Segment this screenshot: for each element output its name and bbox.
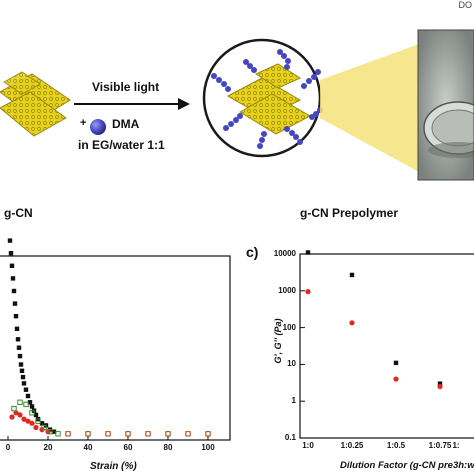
chart-c-xtick-label: 1:0.75 bbox=[428, 441, 452, 450]
chart-c-xlabel: Dilution Factor (g-CN pre3h:w bbox=[340, 460, 474, 471]
right-caption: g-CN Prepolymer bbox=[300, 206, 399, 220]
chart-b-point bbox=[33, 412, 39, 418]
left-caption: g-CN bbox=[4, 206, 33, 220]
chart-b-point bbox=[29, 420, 35, 426]
corner-text: DO bbox=[458, 0, 473, 10]
chart-b-point bbox=[7, 238, 13, 243]
chart-b-xlabel: Strain (%) bbox=[90, 461, 137, 472]
chart-b-point bbox=[145, 430, 151, 437]
reagent-name: DMA bbox=[112, 117, 140, 131]
chart-b-point bbox=[15, 337, 21, 342]
chart-b-point bbox=[47, 429, 53, 435]
chart-b-xtick-label: 100 bbox=[201, 443, 215, 452]
chart-b-point bbox=[85, 430, 91, 437]
reaction-scheme bbox=[0, 29, 474, 181]
chart-b-point bbox=[9, 414, 15, 420]
chart-b-point bbox=[29, 404, 35, 409]
chart-b-point bbox=[105, 430, 111, 437]
chart-b-point bbox=[8, 251, 14, 256]
chart-b-point bbox=[14, 326, 20, 331]
chart-b-point bbox=[39, 421, 45, 426]
chart-c-point bbox=[393, 360, 399, 366]
chart-c-xtick-label: 1: bbox=[452, 441, 460, 450]
chart-c-point bbox=[349, 272, 355, 278]
chart-c-point bbox=[305, 289, 311, 295]
dma-bead-icon bbox=[90, 119, 106, 135]
chart-b-point bbox=[17, 412, 23, 418]
chart-b-point bbox=[17, 399, 23, 406]
prepolymer-circle bbox=[202, 38, 323, 158]
chart-b-point bbox=[16, 345, 22, 350]
chart-b-point bbox=[17, 353, 23, 359]
chart-b-point bbox=[23, 401, 29, 408]
chart-b-point bbox=[29, 410, 35, 416]
reaction-arrow bbox=[74, 98, 190, 110]
chart-b-point bbox=[18, 362, 24, 367]
chart-b-point bbox=[13, 314, 19, 319]
chart-b-xtick-label: 40 bbox=[83, 443, 93, 452]
chart-b-point bbox=[10, 276, 16, 281]
chart-b-point bbox=[21, 416, 27, 422]
chart-c-xtick-label: 1:0.5 bbox=[386, 441, 406, 450]
panel-c-letter: c) bbox=[246, 244, 259, 260]
chart-b-xtick-label: 80 bbox=[163, 443, 173, 452]
chart-c-point bbox=[305, 250, 311, 255]
chart-b-point bbox=[33, 424, 39, 431]
chart-c-xtick-label: 1:0.25 bbox=[340, 441, 364, 450]
chart-c-frame bbox=[299, 253, 474, 439]
chart-c-ytick-label: 1000 bbox=[278, 285, 296, 295]
chart-b-point bbox=[23, 387, 29, 392]
chart-b-point bbox=[35, 418, 41, 424]
chart-b-point bbox=[55, 431, 61, 437]
chart-b-point bbox=[11, 405, 17, 412]
chart-c-ytick-label: 100 bbox=[282, 322, 296, 332]
chart-b-point bbox=[19, 368, 25, 373]
chart-c-point bbox=[437, 383, 443, 390]
chart-c-ytick-label: 1 bbox=[291, 396, 296, 406]
chart-b-point bbox=[125, 430, 131, 437]
vial-photo bbox=[417, 29, 474, 181]
chart-b-point bbox=[41, 424, 47, 431]
chart-c-ytick-label: 0.1 bbox=[284, 433, 296, 442]
chart-b-point bbox=[65, 430, 71, 437]
chart-b-point bbox=[9, 263, 15, 268]
chart-b-point bbox=[11, 288, 17, 294]
chart-c-xtick-label: 1:0 bbox=[302, 441, 314, 450]
gcn-sheets-left bbox=[0, 71, 71, 137]
chart-c-point bbox=[437, 381, 443, 386]
chart-b-point bbox=[25, 418, 31, 424]
zoom-cone bbox=[320, 40, 430, 178]
chart-c-ytick-label: 10 bbox=[287, 359, 296, 369]
chart-b-point bbox=[13, 410, 19, 416]
chart-b-point bbox=[21, 381, 27, 386]
chart-b-frame bbox=[0, 255, 231, 441]
chart-b-point bbox=[27, 400, 33, 405]
reagent-plus: + bbox=[80, 117, 87, 129]
chart-b-point bbox=[20, 374, 26, 380]
chart-b-point bbox=[185, 430, 191, 437]
arrow-top-label: Visible light bbox=[92, 80, 160, 94]
chart-c-point bbox=[349, 320, 355, 326]
chart-b-point bbox=[165, 430, 171, 437]
chart-b-point bbox=[51, 429, 57, 434]
chart-b-xtick-label: 60 bbox=[123, 443, 133, 452]
chart-b-xtick-label: 20 bbox=[43, 443, 53, 452]
strain-sweep-chart bbox=[0, 238, 231, 441]
chart-c-point bbox=[393, 376, 399, 382]
chart-b-point bbox=[205, 430, 211, 437]
solvent-label: in EG/water 1:1 bbox=[78, 138, 165, 152]
chart-c-ytick-label: 10000 bbox=[273, 249, 296, 258]
chart-b-point bbox=[25, 393, 31, 399]
chart-b-xtick-label: 0 bbox=[5, 443, 11, 452]
chart-b-point bbox=[12, 301, 18, 306]
chart-c-ylabel: G', G'' (Pa) bbox=[273, 318, 283, 364]
